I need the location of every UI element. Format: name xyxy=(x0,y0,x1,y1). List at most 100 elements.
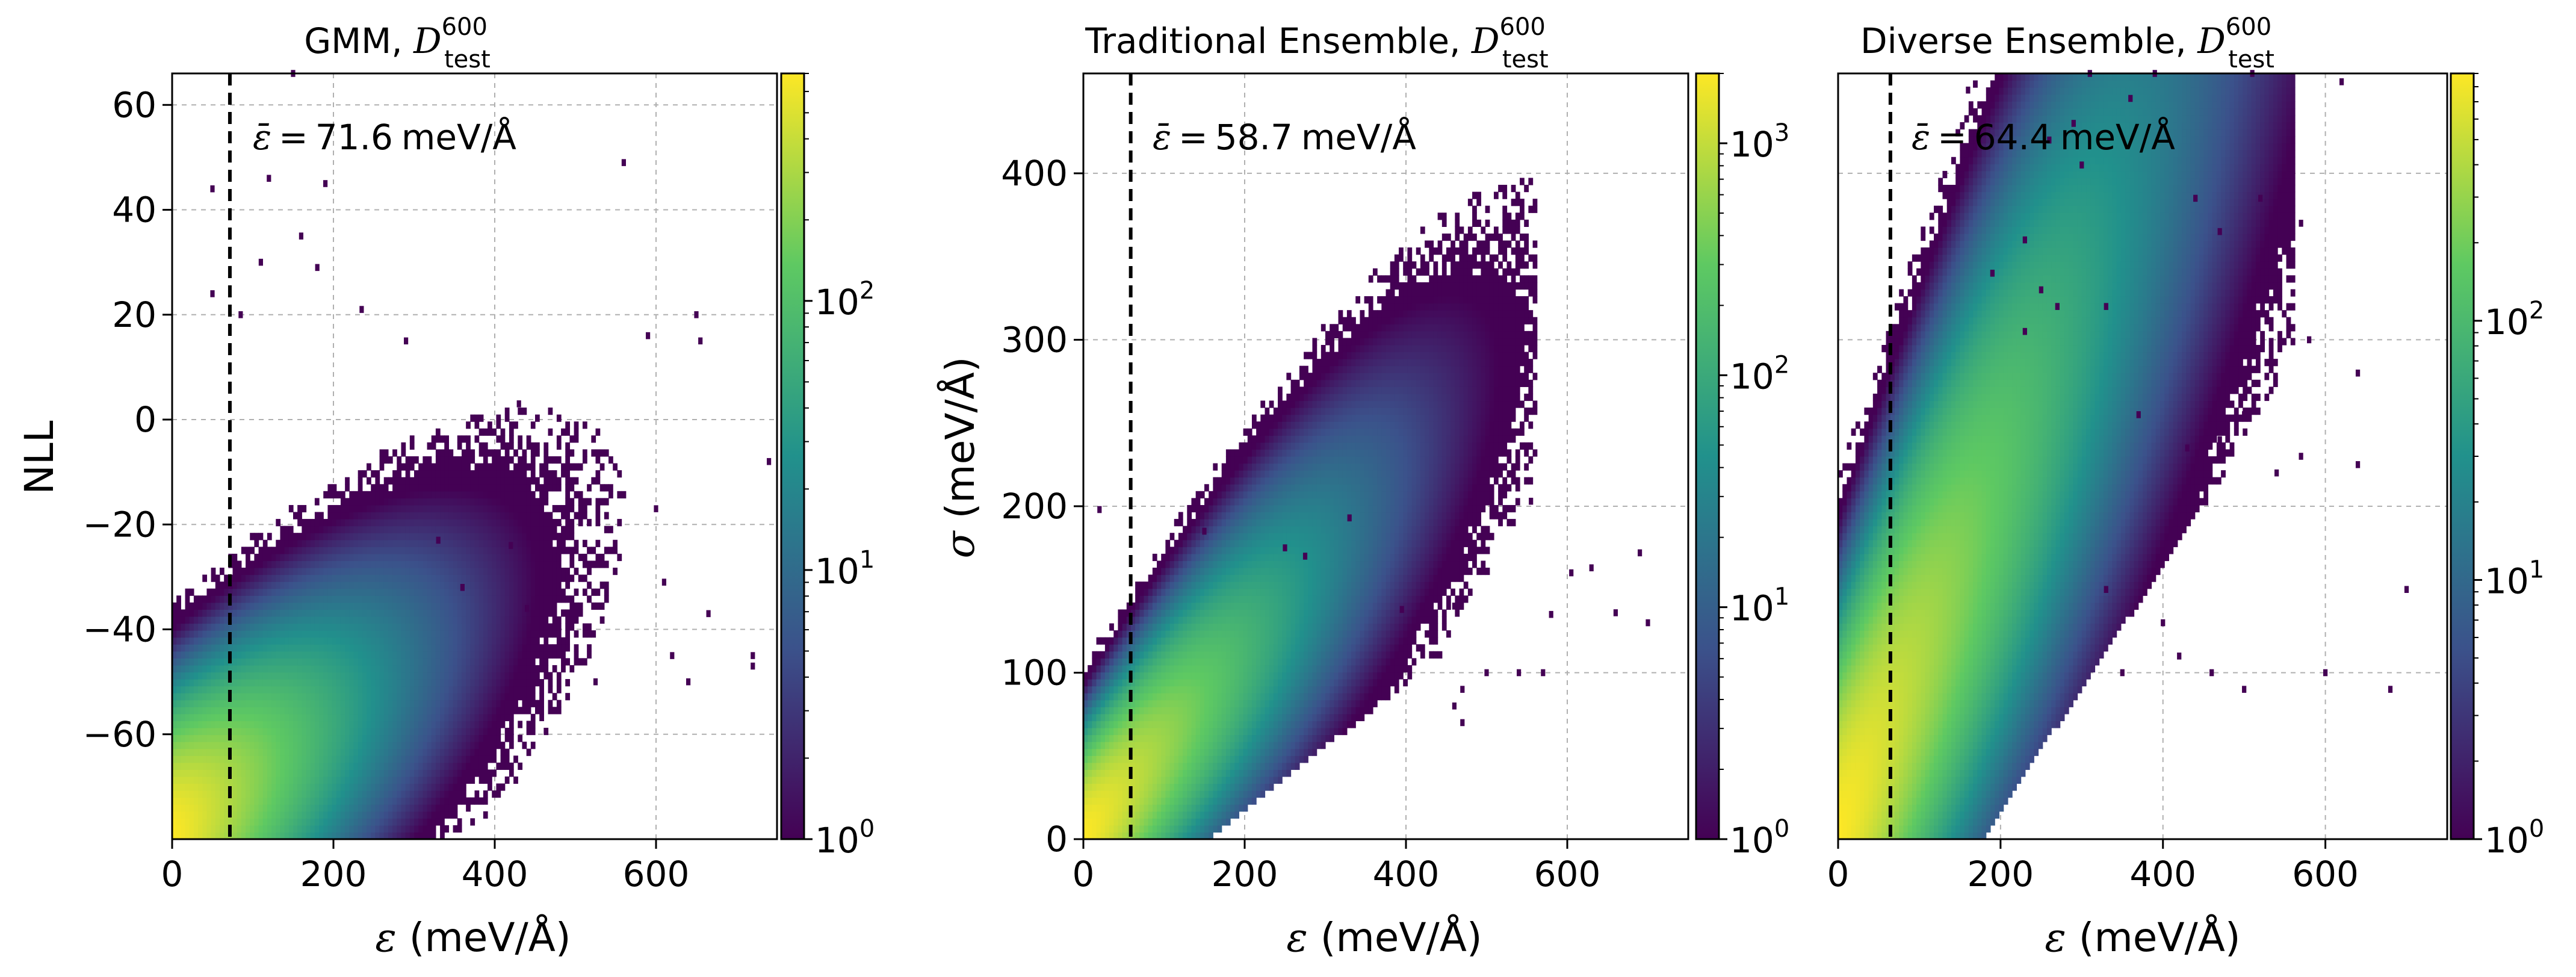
heatmap-cell xyxy=(280,658,285,666)
heatmap-cell xyxy=(336,707,341,715)
heatmap-cell xyxy=(323,491,329,498)
heatmap-cell xyxy=(276,588,281,596)
heatmap-cell xyxy=(276,658,281,666)
heatmap-cell xyxy=(267,762,272,770)
heatmap-cell xyxy=(193,762,199,770)
heatmap-cell xyxy=(388,734,393,742)
heatmap-cell xyxy=(288,574,294,582)
heatmap-cell xyxy=(1113,637,1119,645)
heatmap-cell xyxy=(453,686,458,693)
heatmap-cell xyxy=(246,783,250,791)
heatmap-cell xyxy=(543,616,549,624)
heatmap-cell xyxy=(401,539,406,547)
heatmap-cell xyxy=(206,734,212,742)
heatmap-cell xyxy=(306,818,311,826)
heatmap-cell xyxy=(518,526,523,533)
heatmap-cell xyxy=(246,547,250,554)
heatmap-cell xyxy=(254,672,259,680)
heatmap-cell xyxy=(302,665,307,673)
heatmap-cell xyxy=(461,651,466,659)
heatmap-cell xyxy=(1122,644,1127,652)
heatmap-cell xyxy=(409,686,415,693)
heatmap-cell xyxy=(371,665,376,673)
heatmap-cell xyxy=(604,484,609,492)
heatmap-cell xyxy=(362,637,367,645)
heatmap-cell xyxy=(193,665,199,673)
heatmap-cell xyxy=(478,560,484,568)
heatmap-cell xyxy=(241,699,246,707)
heatmap-cell xyxy=(418,582,423,589)
heatmap-cell xyxy=(211,693,216,701)
heatmap-cell xyxy=(206,630,212,638)
heatmap-cell xyxy=(206,783,212,791)
heatmap-cell xyxy=(323,616,329,624)
heatmap-cell xyxy=(392,470,397,478)
heatmap-cell xyxy=(284,547,289,554)
heatmap-cell xyxy=(461,797,466,805)
heatmap-cell xyxy=(1139,616,1145,624)
heatmap-cell xyxy=(453,498,458,506)
heatmap-cell xyxy=(535,512,540,520)
heatmap-cell xyxy=(293,811,298,819)
heatmap-cell xyxy=(509,470,514,478)
heatmap-cell xyxy=(1157,713,1162,722)
heatmap-cell xyxy=(1118,672,1123,680)
heatmap-cell xyxy=(349,762,355,770)
heatmap-cell xyxy=(232,832,238,840)
heatmap-cell xyxy=(535,547,540,554)
heatmap-cell xyxy=(176,818,181,826)
heatmap-cell xyxy=(1104,637,1110,645)
heatmap-cell xyxy=(332,818,337,826)
heatmap-cell xyxy=(401,742,406,749)
heatmap-cell xyxy=(1157,762,1162,770)
heatmap-cell xyxy=(582,658,587,666)
heatmap-cell xyxy=(288,713,294,722)
heatmap-cell xyxy=(306,762,311,770)
heatmap-cell xyxy=(336,790,341,798)
heatmap-cell xyxy=(310,568,315,575)
heatmap-cell xyxy=(470,588,475,596)
heatmap-cell xyxy=(440,630,445,638)
heatmap-cell xyxy=(518,504,523,513)
heatmap-cell xyxy=(548,533,553,541)
heatmap-cell xyxy=(457,693,462,701)
heatmap-cell xyxy=(280,713,285,722)
heatmap-cell xyxy=(246,769,250,777)
heatmap-cell xyxy=(453,748,458,756)
heatmap-cell xyxy=(518,533,523,541)
heatmap-cell xyxy=(250,547,255,554)
heatmap-cell xyxy=(423,651,428,659)
heatmap-cell xyxy=(250,658,255,666)
heatmap-cell xyxy=(448,748,454,756)
heatmap-cell xyxy=(375,790,380,798)
heatmap-cell xyxy=(314,832,320,840)
heatmap-cell xyxy=(440,811,445,819)
heatmap-cell xyxy=(470,658,475,666)
heatmap-cell xyxy=(202,748,208,756)
heatmap-cell xyxy=(293,679,298,687)
heatmap-cell xyxy=(250,630,255,638)
heatmap-cell xyxy=(284,568,289,575)
heatmap-cell xyxy=(1109,693,1114,701)
heatmap-cell xyxy=(267,595,272,603)
heatmap-cell xyxy=(314,588,320,596)
heatmap-cell xyxy=(176,616,181,624)
heatmap-cell xyxy=(522,699,527,707)
heatmap-cell xyxy=(323,526,329,533)
heatmap-cell xyxy=(440,644,445,652)
heatmap-cell xyxy=(522,533,527,541)
heatmap-cell xyxy=(232,595,238,603)
heatmap-cell xyxy=(509,623,514,631)
heatmap-cell xyxy=(401,526,406,533)
heatmap-cell xyxy=(565,623,571,631)
heatmap-cell xyxy=(1109,769,1114,777)
heatmap-cell xyxy=(358,734,363,742)
heatmap-cell xyxy=(193,734,199,742)
heatmap-cell xyxy=(453,595,458,603)
heatmap-cell xyxy=(353,609,359,617)
heatmap-cell xyxy=(470,504,475,513)
heatmap-cell xyxy=(470,742,475,749)
heatmap-cell xyxy=(211,755,216,763)
heatmap-cell xyxy=(280,755,285,763)
heatmap-cell xyxy=(358,582,363,589)
